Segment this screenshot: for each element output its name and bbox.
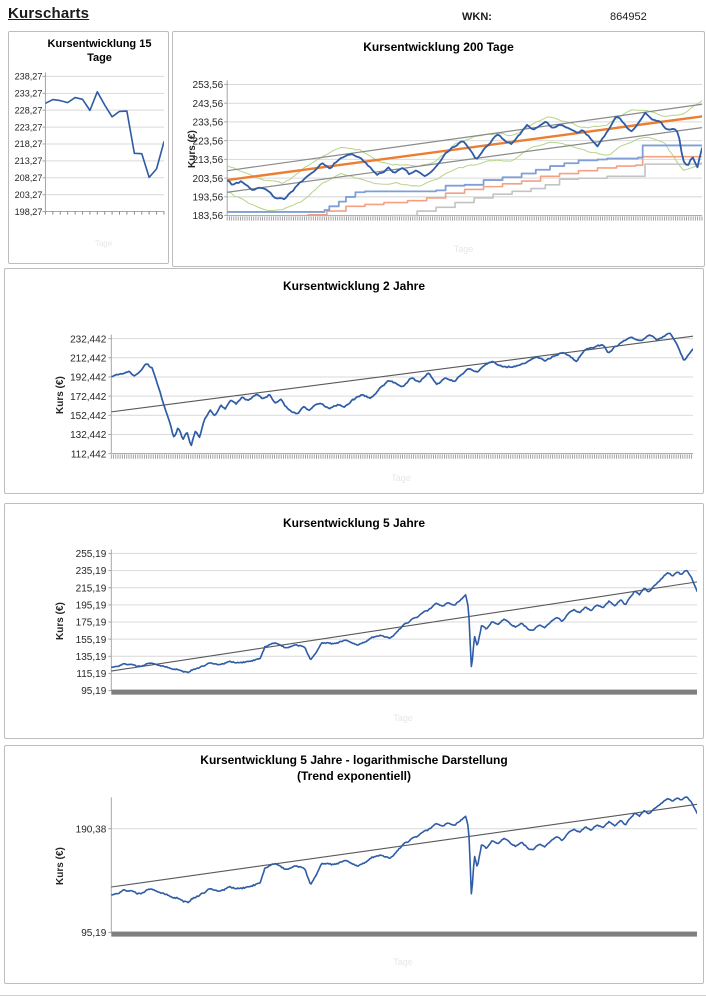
page-bottom-divider [0, 995, 706, 996]
svg-text:152,442: 152,442 [70, 411, 107, 422]
svg-text:233,56: 233,56 [193, 117, 224, 128]
chart-title-15-tage: Kursentwicklung 15 Tage [47, 38, 152, 65]
chart-title-5-jahre: Kursentwicklung 5 Jahre [282, 516, 426, 530]
chart-title-5-jahre-log: Kursentwicklung 5 Jahre - logarithmische… [200, 753, 508, 767]
svg-text:203,27: 203,27 [15, 190, 43, 200]
svg-text:192,442: 192,442 [70, 373, 107, 384]
x-axis-label-tage: Tage [453, 244, 474, 254]
svg-text:238,27: 238,27 [15, 72, 43, 82]
chart-15-tage-plot: 238,27 233,27 228,27 223,27 218,27 213,27 208,… [15, 72, 165, 217]
chart-2-jahre-plot: 232,442 212,442 192,442 172,442 152,442 132,4… [70, 332, 693, 460]
svg-text:135,19: 135,19 [76, 652, 107, 663]
svg-text:183,56: 183,56 [193, 211, 224, 222]
wkn-label: WKN: [462, 11, 492, 23]
svg-text:223,56: 223,56 [193, 136, 224, 147]
svg-text:255,19: 255,19 [76, 549, 107, 560]
svg-text:228,27: 228,27 [15, 105, 43, 115]
x-axis-label-tage: Tage [393, 713, 413, 723]
svg-text:243,56: 243,56 [193, 99, 224, 110]
svg-text:223,27: 223,27 [15, 122, 43, 132]
svg-text:172,442: 172,442 [70, 392, 107, 403]
chart-5-jahre-log-plot: 190,38 95,19 [76, 796, 697, 939]
svg-text:215,19: 215,19 [76, 583, 107, 594]
chart-subtitle-5-jahre-log: (Trend exponentiell) [296, 769, 411, 783]
svg-text:195,19: 195,19 [76, 600, 107, 611]
svg-text:95,19: 95,19 [81, 686, 106, 697]
svg-text:235,19: 235,19 [76, 566, 107, 577]
chart-panel-5-jahre[interactable]: 255,19 235,19 215,19 195,19 175,19 155,19 135,… [4, 503, 704, 739]
svg-text:213,27: 213,27 [15, 156, 43, 166]
x-axis-label-tage: Tage [391, 473, 411, 483]
svg-text:190,38: 190,38 [76, 824, 107, 835]
svg-text:232,442: 232,442 [70, 334, 107, 345]
svg-text:198,27: 198,27 [15, 207, 43, 217]
svg-text:132,442: 132,442 [70, 430, 107, 441]
chart-panel-2-jahre[interactable]: 232,442 212,442 192,442 172,442 152,442 132,4… [4, 268, 704, 494]
y-axis-label-kurs: Kurs (€) [55, 602, 66, 640]
y-axis-label-kurs: Kurs (€) [55, 376, 66, 414]
svg-text:233,27: 233,27 [15, 89, 43, 99]
svg-text:218,27: 218,27 [15, 139, 43, 149]
x-axis-label-tage: Tage [94, 239, 113, 248]
svg-text:253,56: 253,56 [193, 80, 224, 91]
page-title: Kurscharts [8, 5, 90, 22]
wkn-value: 864952 [610, 11, 647, 23]
y-axis-label-kurs: Kurs (€) [55, 847, 66, 885]
chart-title-2-jahre: Kursentwicklung 2 Jahre [282, 279, 426, 293]
svg-text:155,19: 155,19 [76, 635, 107, 646]
svg-text:208,27: 208,27 [15, 173, 43, 183]
svg-text:115,19: 115,19 [76, 669, 106, 680]
chart-panel-15-tage[interactable]: 238,27 233,27 228,27 223,27 218,27 213,27 208,… [8, 31, 169, 264]
y-axis-label-kurs: Kurs (€) [187, 130, 198, 168]
svg-text:95,19: 95,19 [81, 928, 106, 939]
svg-text:193,56: 193,56 [193, 192, 224, 203]
chart-panel-200-tage[interactable]: 253,56 243,56 233,56 223,56 213,56 203,56 193,… [172, 31, 705, 267]
x-axis-label-tage: Tage [393, 957, 413, 967]
chart-panel-5-jahre-log[interactable]: 190,38 95,19 Kursentwicklung 5 Jahre - lo… [4, 745, 704, 984]
svg-text:212,442: 212,442 [70, 353, 107, 364]
svg-text:112,442: 112,442 [71, 449, 107, 460]
svg-text:175,19: 175,19 [76, 618, 107, 629]
svg-text:213,56: 213,56 [193, 155, 224, 166]
chart-5-jahre-plot: 255,19 235,19 215,19 195,19 175,19 155,19 135,… [76, 549, 697, 697]
svg-text:203,56: 203,56 [193, 174, 224, 185]
chart-title-200-tage: Kursentwicklung 200 Tage [363, 40, 514, 54]
chart-200-tage-plot: 253,56 243,56 233,56 223,56 213,56 203,56 193,… [193, 80, 703, 222]
